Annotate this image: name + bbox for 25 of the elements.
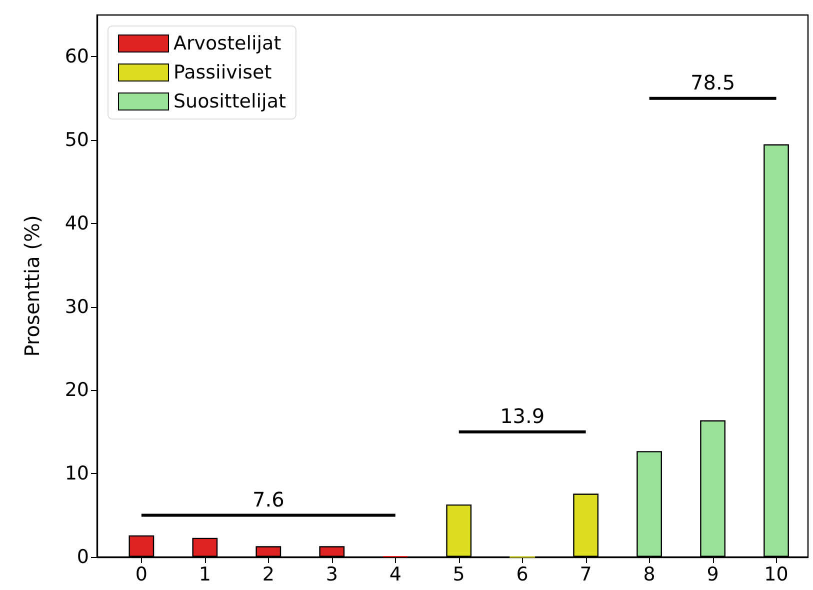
x-tick-label: 8 <box>643 564 656 586</box>
x-tick-label: 3 <box>326 564 338 586</box>
y-tick-label: 60 <box>64 46 89 68</box>
y-tick-label: 30 <box>64 296 89 318</box>
x-tick-label: 6 <box>516 564 528 586</box>
y-tick-label: 50 <box>64 129 89 152</box>
x-tick-label: 7 <box>580 564 592 586</box>
x-tick-label: 2 <box>262 564 274 586</box>
legend-label: Passiiviset <box>174 62 272 84</box>
x-tick-label: 4 <box>389 564 402 586</box>
annotation: 13.9 <box>500 404 545 428</box>
x-tick-label: 1 <box>198 564 211 586</box>
annotation: 7.6 <box>252 487 284 512</box>
x-tick-label: 10 <box>764 564 788 586</box>
x-tick-label: 5 <box>452 564 465 586</box>
legend-label: Arvostelijat <box>174 32 282 54</box>
y-axis-title: Prosenttia (%) <box>20 215 44 357</box>
x-tick-label: 0 <box>135 564 148 586</box>
legend-label: Suosittelijat <box>174 90 286 112</box>
y-tick-label: 40 <box>64 212 89 234</box>
y-tick-label: 0 <box>76 546 89 568</box>
y-tick-label: 20 <box>64 379 89 402</box>
annotation: 78.5 <box>690 70 736 94</box>
x-tick-label: 9 <box>706 564 719 586</box>
y-tick-label: 10 <box>64 462 89 485</box>
